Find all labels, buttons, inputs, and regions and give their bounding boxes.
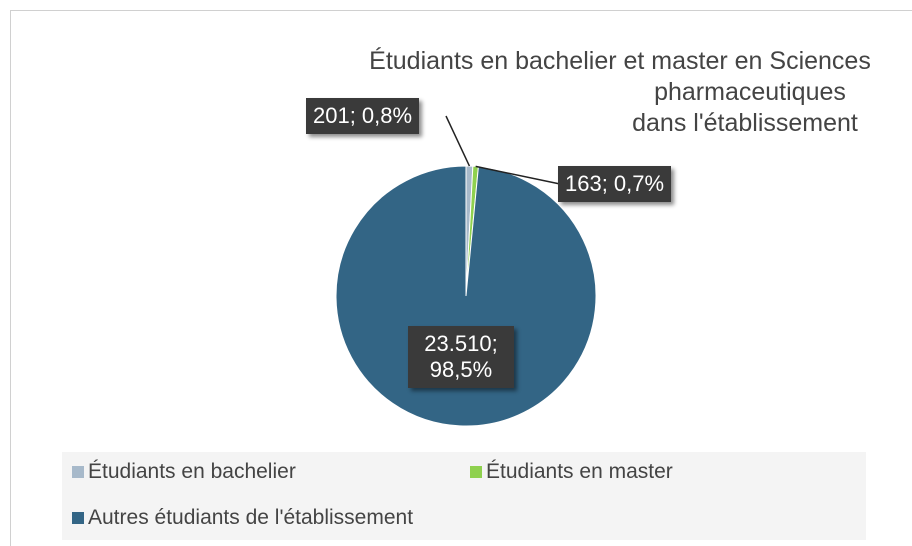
title-line: Étudiants en bachelier et master en Scie… xyxy=(369,47,871,75)
legend-label: Étudiants en bachelier xyxy=(88,460,296,483)
data-label: 201; 0,8% xyxy=(306,98,420,134)
legend-label: Étudiants en master xyxy=(486,460,673,483)
data-label: 163; 0,7% xyxy=(558,166,672,202)
legend-item: Autres étudiants de l'établissement xyxy=(72,506,413,530)
chart-title: Étudiants en bachelier et master en Scie… xyxy=(320,46,912,139)
pie-slice xyxy=(335,165,597,427)
legend-swatch xyxy=(470,466,482,478)
data-label: 23.510; 98,5% xyxy=(408,326,514,388)
leader-line xyxy=(445,115,471,167)
frame xyxy=(10,10,912,546)
legend: Étudiants en bachelier Étudiants en maste… xyxy=(62,452,866,540)
legend-item: Étudiants en master xyxy=(470,460,673,484)
legend-swatch xyxy=(72,512,84,524)
legend-swatch xyxy=(72,466,84,478)
legend-label: Autres étudiants de l'établissement xyxy=(88,506,414,529)
leader-line xyxy=(475,165,561,185)
legend-item: Étudiants en bachelier xyxy=(72,460,296,484)
title-line: dans l'établissement xyxy=(632,109,858,137)
title-line: pharmaceutiques xyxy=(654,78,846,106)
